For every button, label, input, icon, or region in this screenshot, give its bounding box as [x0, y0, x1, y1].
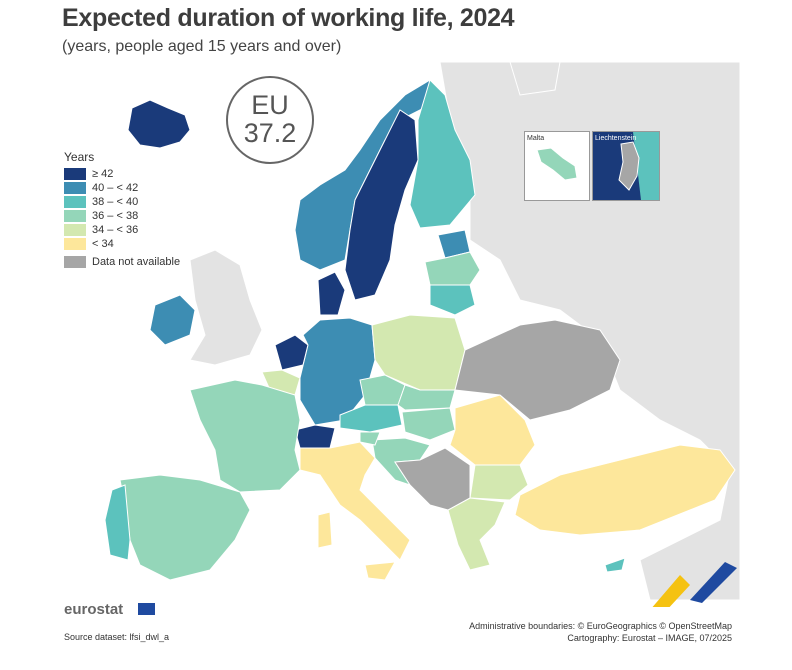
inset-malta: Malta [524, 131, 590, 201]
eu-badge-value: 37.2 [243, 118, 297, 148]
legend: Years ≥ 42 40 – < 42 38 – < 40 36 – < 38… [64, 150, 180, 269]
legend-swatch [64, 210, 86, 222]
legend-swatch [64, 238, 86, 250]
malta-shape [536, 147, 578, 181]
legend-title: Years [64, 150, 95, 164]
legend-swatch [64, 182, 86, 194]
decor-stripe-yellow [652, 575, 690, 607]
legend-item: ≥ 42 [64, 167, 180, 181]
map-title: Expected duration of working life, 2024 [62, 4, 515, 32]
region-switzerland [294, 424, 336, 449]
legend-label: 36 – < 38 [92, 210, 139, 222]
legend-item: 36 – < 38 [64, 209, 180, 223]
inset-liechtenstein: Liechtenstein [592, 131, 660, 201]
credits-line2: Cartography: Eurostat – IMAGE, 07/2025 [567, 633, 732, 643]
region-turkiye [514, 444, 736, 536]
eu-badge-label: EU [251, 90, 289, 120]
legend-swatch [64, 196, 86, 208]
map-subtitle: (years, people aged 15 years and over) [62, 38, 342, 55]
region-sweden [344, 109, 419, 301]
legend-label: < 34 [92, 238, 114, 250]
region-sardinia [317, 511, 333, 549]
legend-item: 40 – < 42 [64, 181, 180, 195]
legend-swatch [64, 224, 86, 236]
credits-line1: Administrative boundaries: © EuroGeograp… [469, 621, 732, 631]
region-lithuania [429, 284, 476, 316]
inset-liechtenstein-label: Liechtenstein [595, 135, 637, 142]
source-note: Source dataset: lfsi_dwl_a [64, 632, 170, 642]
legend-label: 40 – < 42 [92, 182, 139, 194]
legend-label: Data not available [92, 256, 181, 268]
legend-label: 38 – < 40 [92, 196, 139, 208]
legend-swatch [64, 168, 86, 180]
region-cyprus [604, 557, 626, 573]
region-hungary [401, 407, 456, 441]
non-eu-land-uk [189, 249, 263, 366]
region-ireland [149, 294, 196, 346]
region-eastern-non-eu [454, 319, 621, 421]
legend-item-not-available: Data not available [64, 255, 180, 269]
region-finland [409, 79, 476, 229]
region-slovenia [359, 431, 381, 446]
region-portugal [104, 484, 131, 561]
liechtenstein-shape [593, 132, 659, 200]
eu-average-badge: EU 37.2 [226, 76, 314, 164]
inset-malta-label: Malta [527, 135, 545, 142]
non-eu-land-norway-north [509, 62, 561, 96]
eu-flag-icon [138, 603, 155, 615]
legend-item: 34 – < 36 [64, 223, 180, 237]
region-iceland [127, 99, 191, 149]
eurostat-logo: eurostat [64, 601, 124, 618]
region-western-balkans [394, 447, 471, 511]
legend-label: 34 – < 36 [92, 224, 139, 236]
legend-label: ≥ 42 [92, 168, 114, 180]
region-germany [299, 317, 376, 426]
legend-item: < 34 [64, 237, 180, 251]
legend-swatch [64, 256, 86, 268]
region-sicily [364, 561, 396, 581]
region-austria [339, 404, 403, 433]
credits: Administrative boundaries: © EuroGeograp… [469, 620, 732, 644]
decor-stripe-blue [690, 562, 737, 603]
legend-item: 38 – < 40 [64, 195, 180, 209]
region-bulgaria [469, 464, 529, 501]
region-greece [447, 497, 506, 571]
region-italy [299, 441, 411, 561]
region-denmark [317, 271, 346, 316]
